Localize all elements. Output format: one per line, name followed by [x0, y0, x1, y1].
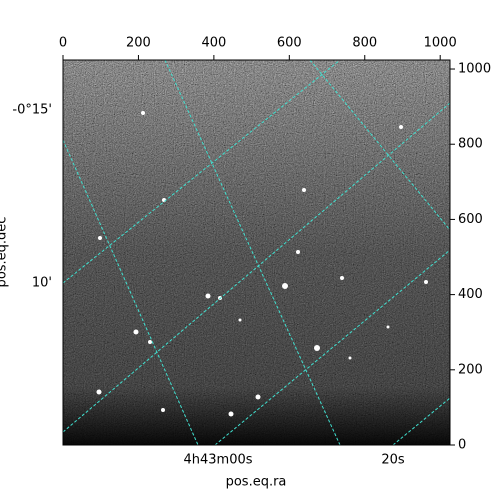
dec-tick-label: -0°15'	[12, 103, 52, 118]
coordinate-grid	[63, 60, 450, 445]
x-tick-label: 0	[59, 36, 67, 51]
x-tick-label: 200	[126, 36, 151, 51]
x-axis-label: pos.eq.ra	[226, 475, 287, 490]
x-tick-label: 400	[201, 36, 226, 51]
x-tick-label: 1000	[424, 36, 457, 51]
dec-tick-label: 10'	[32, 276, 52, 291]
sky-image	[63, 60, 450, 445]
frame	[62, 59, 451, 446]
y-tick-label: 0	[458, 438, 466, 453]
y-axis-label: pos.eq.dec	[0, 217, 10, 288]
x-tick-label: 800	[352, 36, 377, 51]
stars	[96, 111, 428, 417]
ra-tick-label: 20s	[381, 453, 405, 468]
y-tick-label: 600	[458, 212, 483, 227]
y-tick-label: 1000	[458, 62, 491, 77]
x-tick-label: 600	[277, 36, 302, 51]
y-tick-label: 200	[458, 362, 483, 377]
ra-tick-label: 4h43m00s	[183, 453, 252, 468]
y-tick-label: 800	[458, 137, 483, 152]
y-tick-label: 400	[458, 287, 483, 302]
